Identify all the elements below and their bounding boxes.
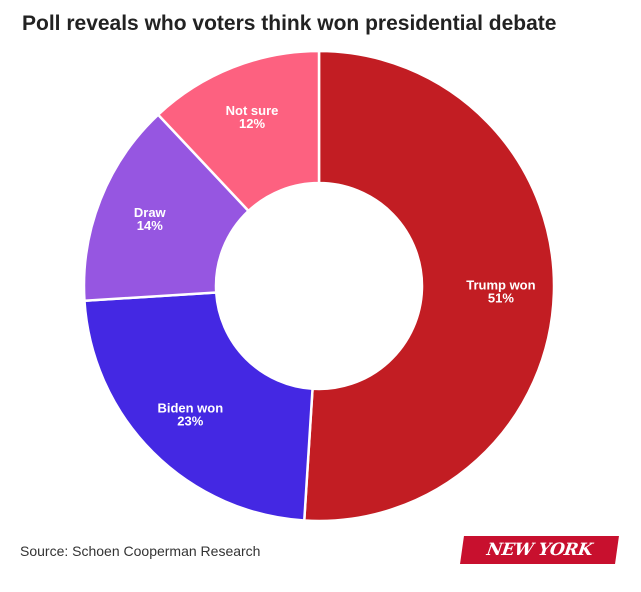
slice-value-draw: 14% xyxy=(137,218,163,233)
slice-value-not-sure: 12% xyxy=(239,116,265,131)
slice-trump-won xyxy=(302,49,556,523)
new-york-post-logo: NEW YORK POST xyxy=(460,536,619,588)
slice-label-trump-won: Trump won xyxy=(466,278,535,293)
slice-label-biden-won: Biden won xyxy=(157,401,223,416)
slice-label-not-sure: Not sure xyxy=(226,103,279,118)
slice-draw xyxy=(82,113,250,303)
chart-title: Poll reveals who voters think won presid… xyxy=(22,12,557,35)
slice-biden-won xyxy=(83,291,314,522)
slice-label-draw: Draw xyxy=(134,205,167,220)
slice-not-sure xyxy=(156,49,321,213)
slice-value-trump-won: 51% xyxy=(488,291,514,306)
slice-value-biden-won: 23% xyxy=(177,414,203,429)
source-note: Source: Schoen Cooperman Research xyxy=(20,543,261,559)
